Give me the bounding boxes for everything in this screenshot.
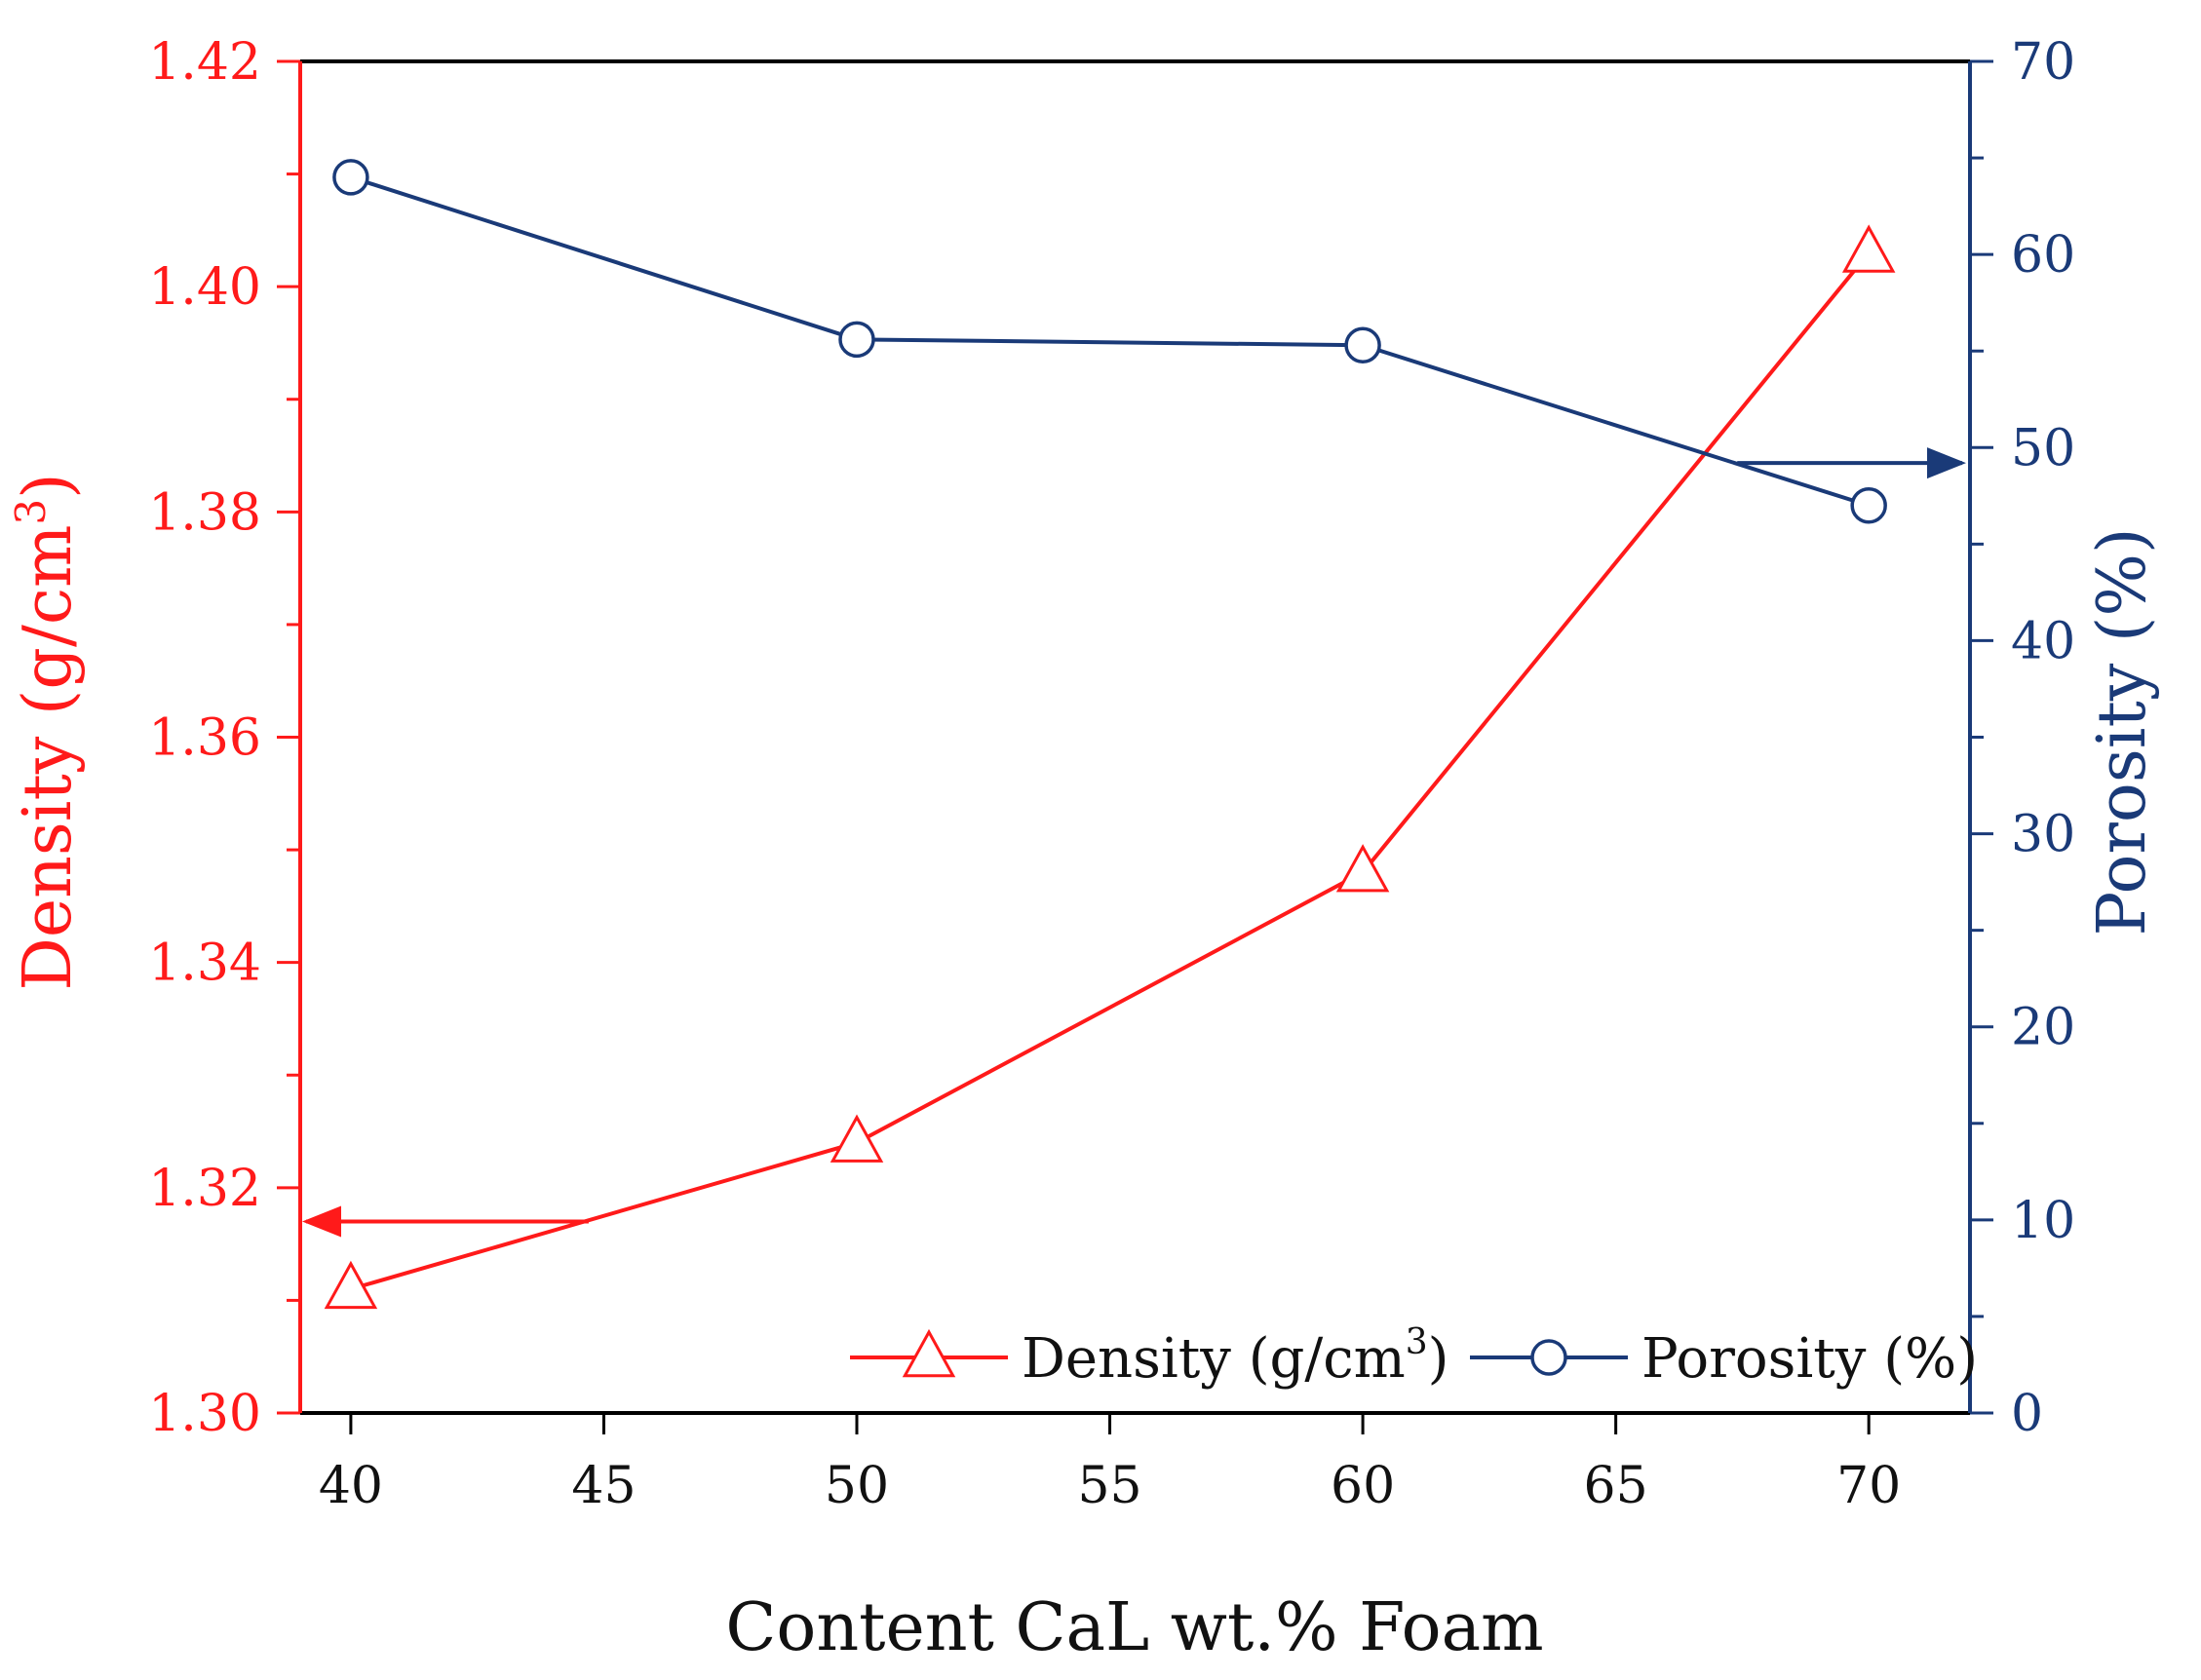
density-legend-label: Density (g/cm3) <box>1022 1322 1449 1391</box>
porosity-legend-marker <box>1530 1339 1567 1376</box>
density-point <box>1335 844 1390 893</box>
y-right-tick-label: 40 <box>2011 612 2075 670</box>
porosity-point <box>1850 486 1887 524</box>
y-left-tick-label: 1.42 <box>148 33 261 92</box>
density-legend-marker <box>902 1328 956 1378</box>
annotation-layer <box>302 447 1966 1238</box>
y-left-tick-label: 1.38 <box>148 483 261 542</box>
y-right-tick-label: 20 <box>2011 999 2075 1057</box>
y-right-tick-label: 10 <box>2011 1192 2075 1250</box>
x-tick-label: 60 <box>1331 1457 1395 1515</box>
x-tick-label: 45 <box>571 1457 636 1515</box>
y-left-title-superscript: 3 <box>7 499 55 525</box>
x-axis: 40 45 50 55 60 65 70 <box>319 1413 1901 1515</box>
y-left-axis: 1.30 1.32 1.34 1.36 1.38 1.40 1.42 <box>148 33 300 1443</box>
density-point <box>830 1114 884 1163</box>
y-right-tick-label: 50 <box>2011 419 2075 477</box>
y-left-tick-label: 1.32 <box>148 1160 261 1218</box>
y-left-tick-label: 1.30 <box>148 1385 261 1443</box>
porosity-point <box>1344 326 1381 364</box>
x-axis-title: Content CaL wt.% Foam <box>725 1589 1543 1666</box>
y-right-axis-title: Porosity (%) <box>2084 527 2161 935</box>
y-right-tick-label: 0 <box>2011 1385 2043 1443</box>
x-tick-label: 40 <box>319 1457 383 1515</box>
density-series-line <box>350 251 1871 1291</box>
y-right-tick-label: 60 <box>2011 226 2075 285</box>
density-point <box>324 1260 378 1310</box>
y-right-axis: 0 10 20 30 40 50 60 70 <box>1970 33 2075 1443</box>
porosity-legend-label: Porosity (%) <box>1641 1327 1978 1391</box>
y-left-title-end: ) <box>10 473 87 499</box>
x-tick-label: 70 <box>1836 1457 1901 1515</box>
density-point <box>1841 224 1896 273</box>
x-tick-label: 55 <box>1077 1457 1141 1515</box>
y-left-tick-label: 1.36 <box>148 709 261 768</box>
plot-frame <box>298 59 1972 1415</box>
porosity-series-line <box>350 174 1870 508</box>
y-left-title-main: Density (g/cm <box>10 525 87 991</box>
legend: Density (g/cm3) Porosity (%) <box>850 1322 1978 1391</box>
porosity-point <box>838 321 875 359</box>
y-left-tick-label: 1.40 <box>148 258 261 317</box>
series-layer <box>324 159 1896 1310</box>
porosity-point <box>332 159 369 196</box>
x-tick-label: 50 <box>825 1457 889 1515</box>
y-left-axis-title: Density (g/cm3) <box>7 473 87 990</box>
y-right-tick-label: 70 <box>2011 33 2075 92</box>
x-tick-label: 65 <box>1584 1457 1648 1515</box>
y-right-tick-label: 30 <box>2011 806 2075 864</box>
y-left-tick-label: 1.34 <box>148 935 261 993</box>
